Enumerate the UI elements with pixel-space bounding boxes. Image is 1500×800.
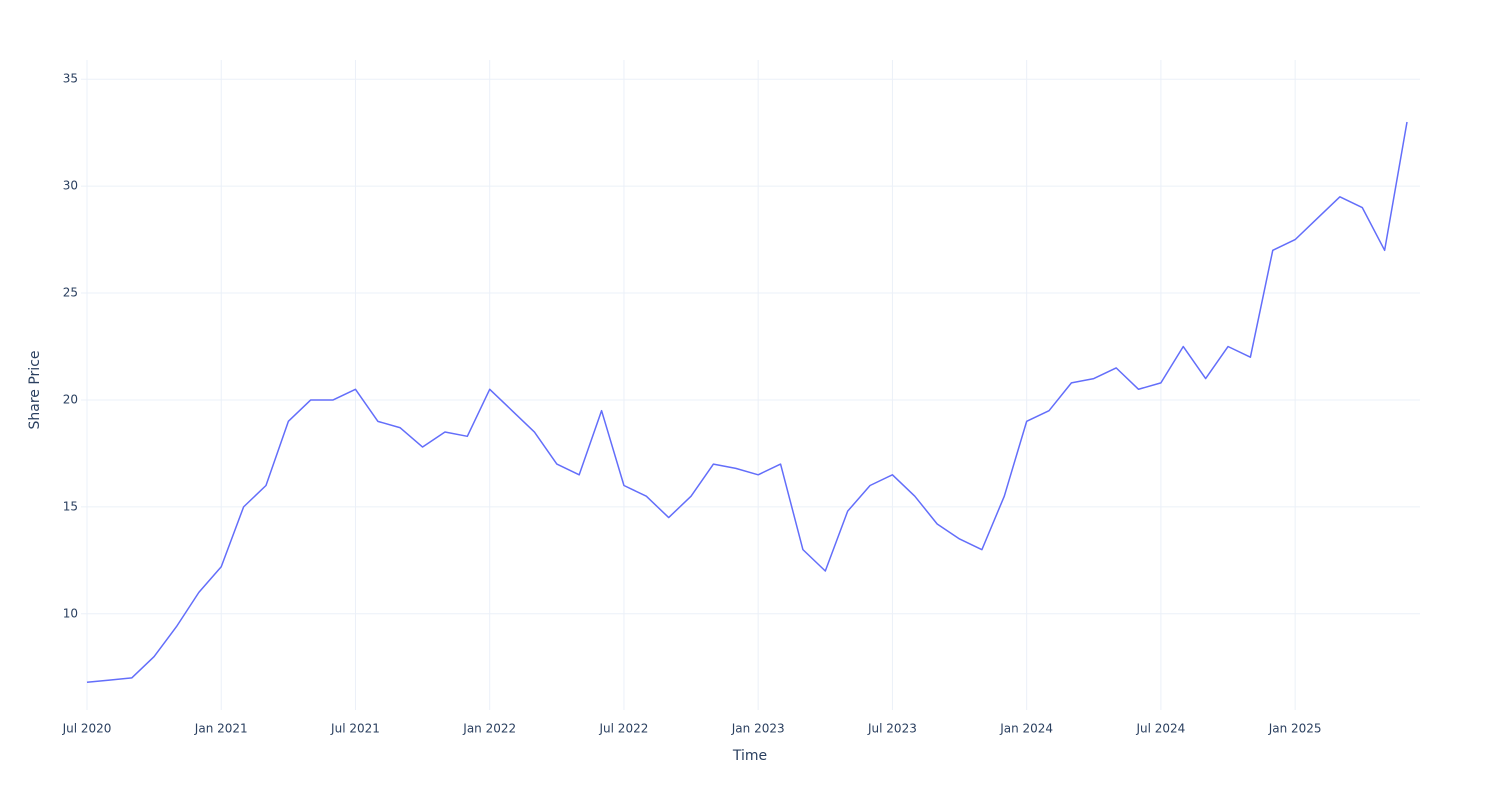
price-line bbox=[86, 121, 1408, 683]
x-tick-label: Jul 2020 bbox=[62, 722, 112, 736]
y-tick-label: 15 bbox=[63, 499, 78, 513]
x-tick-label: Jul 2024 bbox=[1135, 722, 1185, 736]
x-tick-label: Jan 2021 bbox=[194, 722, 248, 736]
x-axis-title: Time bbox=[732, 748, 767, 764]
x-tick-label: Jul 2023 bbox=[867, 722, 917, 736]
y-tick-label: 20 bbox=[63, 392, 78, 406]
x-tick-label: Jan 2025 bbox=[1268, 722, 1322, 736]
x-tick-label: Jan 2023 bbox=[731, 722, 785, 736]
x-tick-label: Jan 2022 bbox=[462, 722, 516, 736]
x-tick-label: Jul 2021 bbox=[330, 722, 380, 736]
x-tick-label: Jul 2022 bbox=[599, 722, 649, 736]
y-tick-label: 30 bbox=[63, 179, 78, 193]
y-tick-label: 35 bbox=[63, 72, 78, 86]
y-axis-title: Share Price bbox=[27, 350, 43, 429]
x-tick-label: Jan 2024 bbox=[999, 722, 1053, 736]
y-tick-label: 25 bbox=[63, 286, 78, 300]
y-tick-label: 10 bbox=[63, 606, 78, 620]
